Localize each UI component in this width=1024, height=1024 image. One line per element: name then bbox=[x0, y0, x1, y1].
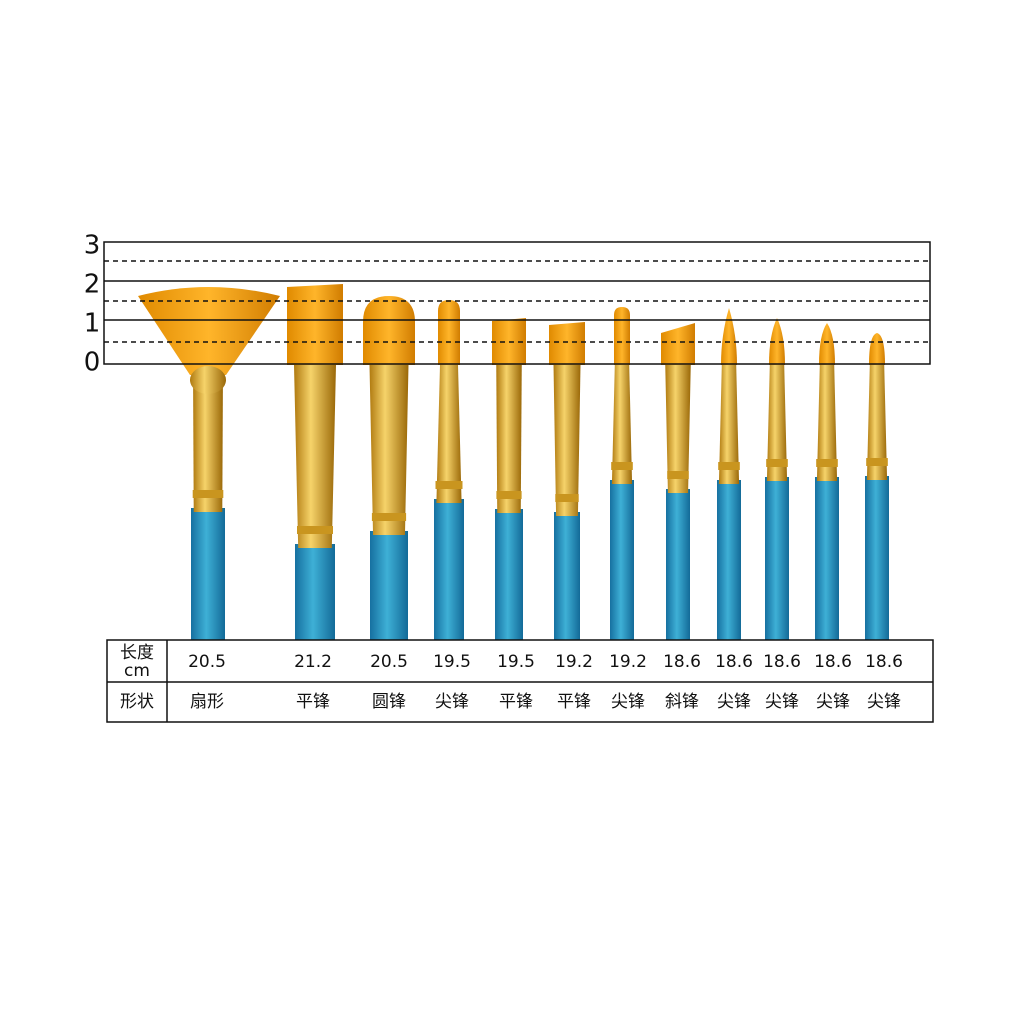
brush-handle bbox=[434, 499, 464, 640]
ruler-label: 0 bbox=[84, 348, 101, 378]
length-cell: 19.2 bbox=[555, 652, 593, 672]
ferrule-crimp bbox=[555, 494, 579, 502]
brush-bristles bbox=[363, 296, 415, 365]
brush-bristles bbox=[721, 308, 737, 365]
shape-cell: 平锋 bbox=[499, 692, 533, 712]
brush-handle bbox=[666, 489, 690, 640]
shape-cell: 圆锋 bbox=[372, 692, 406, 712]
fan-ferrule-top bbox=[190, 366, 226, 394]
brush-bristles bbox=[614, 307, 630, 365]
brush-handle bbox=[554, 512, 580, 640]
ruler-label: 2 bbox=[84, 270, 101, 300]
brush-ferrule bbox=[553, 365, 581, 516]
brush-handle bbox=[495, 509, 523, 640]
brush-ferrule bbox=[718, 365, 740, 484]
brush-handle bbox=[610, 480, 634, 640]
brush-bristles bbox=[769, 318, 785, 365]
brush-bristles bbox=[869, 333, 885, 365]
brush-ferrule bbox=[611, 365, 633, 484]
ferrule-crimp bbox=[718, 462, 740, 470]
brush-ferrule bbox=[665, 365, 691, 493]
brush-bristles bbox=[138, 287, 280, 375]
brushes bbox=[138, 284, 889, 640]
ferrule-crimp bbox=[192, 490, 224, 498]
length-cell: 18.6 bbox=[865, 652, 903, 672]
brush-handle bbox=[765, 477, 789, 640]
brush-handle bbox=[865, 476, 889, 640]
ruler-label: 1 bbox=[84, 309, 101, 339]
shape-cell: 斜锋 bbox=[665, 692, 699, 712]
length-cell: 19.5 bbox=[497, 652, 535, 672]
brush-handle bbox=[815, 477, 839, 640]
length-cell: 18.6 bbox=[814, 652, 852, 672]
brush-ferrule bbox=[193, 365, 223, 512]
spec-table: 长度 cm 形状 20.5 扇形 21.2 平锋 20.5 圆锋 19.5 尖锋 19.5 平锋 1… bbox=[106, 639, 934, 723]
length-cell: 18.6 bbox=[715, 652, 753, 672]
ruler-label: 3 bbox=[84, 231, 101, 261]
length-cell: 18.6 bbox=[763, 652, 801, 672]
table-frame bbox=[106, 639, 934, 723]
brush-handle bbox=[717, 480, 741, 640]
shape-cell: 尖锋 bbox=[765, 692, 799, 712]
length-cell: 19.2 bbox=[609, 652, 647, 672]
brush-ferrule bbox=[369, 365, 409, 535]
row-header-unit: cm bbox=[124, 661, 150, 681]
brush-handle bbox=[370, 531, 408, 640]
shape-cell: 尖锋 bbox=[611, 692, 645, 712]
shape-cell: 尖锋 bbox=[867, 692, 901, 712]
ferrule-crimp bbox=[866, 458, 888, 466]
brush-handle bbox=[295, 544, 335, 640]
ferrule-crimp bbox=[816, 459, 838, 467]
length-cell: 20.5 bbox=[188, 652, 226, 672]
brush-ferrule bbox=[766, 365, 788, 481]
shape-cell: 平锋 bbox=[557, 692, 591, 712]
ferrule-crimp bbox=[496, 491, 522, 499]
row-header: 长度 bbox=[120, 643, 154, 663]
brush-bristles bbox=[661, 323, 695, 365]
brush-ferrule bbox=[816, 365, 838, 481]
brush-ferrule bbox=[294, 365, 336, 548]
length-cell: 19.5 bbox=[433, 652, 471, 672]
shape-cell: 尖锋 bbox=[717, 692, 751, 712]
length-cell: 21.2 bbox=[294, 652, 332, 672]
brush-bristles bbox=[438, 300, 460, 365]
brush-bristles bbox=[819, 323, 835, 365]
brush-bristles bbox=[287, 284, 343, 365]
shape-cell: 平锋 bbox=[296, 692, 330, 712]
brush-ferrule bbox=[436, 365, 462, 503]
ruler: 3 2 1 0 bbox=[84, 231, 931, 378]
shape-cell: 尖锋 bbox=[816, 692, 850, 712]
length-cell: 20.5 bbox=[370, 652, 408, 672]
ferrule-crimp bbox=[435, 481, 463, 489]
ruler-frame bbox=[103, 241, 931, 365]
brush-ferrule bbox=[496, 365, 522, 513]
brush-handle bbox=[191, 508, 225, 640]
row-header: 形状 bbox=[120, 692, 154, 712]
brush-ferrule bbox=[866, 365, 888, 480]
ferrule-crimp bbox=[371, 513, 407, 521]
ferrule-crimp bbox=[667, 471, 689, 479]
brush-bristles bbox=[549, 322, 585, 365]
ferrule-crimp bbox=[611, 462, 633, 470]
ferrule-crimp bbox=[766, 459, 788, 467]
ferrule-crimp bbox=[297, 526, 333, 534]
shape-cell: 扇形 bbox=[190, 692, 224, 712]
shape-cell: 尖锋 bbox=[435, 692, 469, 712]
length-cell: 18.6 bbox=[663, 652, 701, 672]
